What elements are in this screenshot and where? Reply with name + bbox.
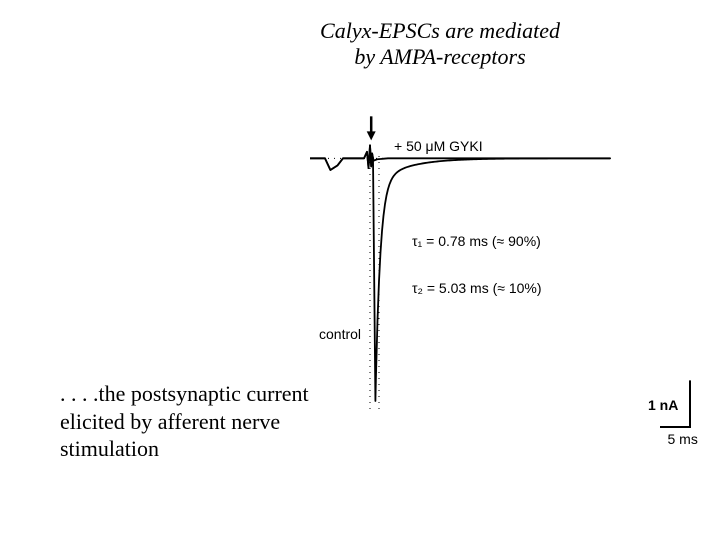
slide-canvas: Calyx-EPSCs are mediated by AMPA-recepto…: [0, 0, 720, 540]
stim-arrow-head: [367, 131, 376, 140]
caption-text: . . . .the postsynaptic current elicited…: [60, 380, 320, 463]
epsc-svg: [310, 95, 700, 445]
control-label: control: [319, 326, 361, 342]
title-line-2: by AMPA-receptors: [354, 44, 525, 69]
scalebar-na-label: 1 nA: [648, 397, 678, 413]
gyki-label: + 50 μM GYKI: [394, 138, 483, 154]
tau2-label: τ₂ = 5.03 ms (≈ 10%): [412, 280, 542, 296]
scalebar-ms-label: 5 ms: [668, 431, 698, 447]
tau1-label: τ₁ = 0.78 ms (≈ 90%): [412, 233, 541, 249]
epsc-figure: 1 nA 5 ms + 50 μM GYKI τ₁ = 0.78 ms (≈ 90%)…: [310, 95, 700, 445]
slide-title: Calyx-EPSCs are mediated by AMPA-recepto…: [250, 18, 630, 71]
control-trace: [310, 145, 610, 401]
title-line-1: Calyx-EPSCs are mediated: [320, 18, 560, 43]
